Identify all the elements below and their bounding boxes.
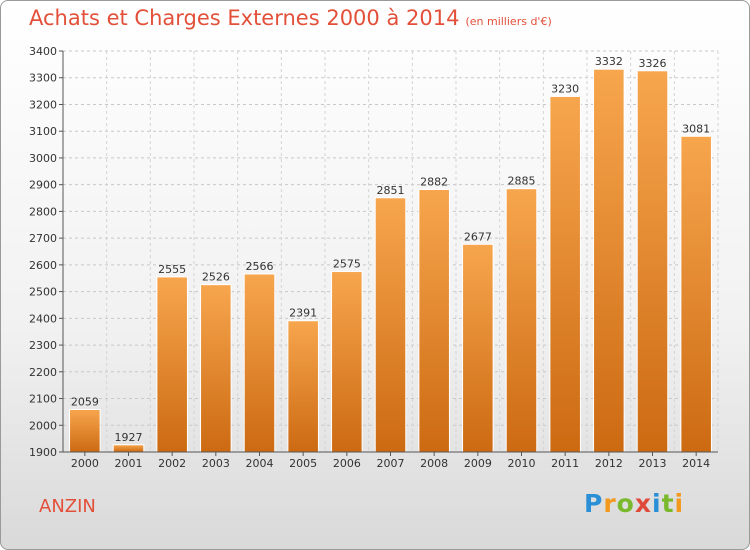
bar [287, 320, 319, 453]
bar-value-label: 2851 [377, 184, 405, 197]
bar [462, 243, 494, 453]
bars: 2059 1927 2555 2526 2566 2391 2575 2851 2882 2677… [69, 55, 712, 453]
bar-value-label: 2059 [71, 395, 99, 408]
bar-value-label: 3326 [639, 57, 667, 70]
bar [200, 284, 232, 453]
bar-value-label: 2885 [508, 175, 536, 188]
bar-value-label: 1927 [115, 431, 143, 444]
x-tick-label: 2009 [464, 457, 492, 470]
bar-value-label: 2391 [289, 307, 317, 320]
y-tick-label: 3000 [29, 152, 57, 165]
x-tick-label: 2011 [551, 457, 579, 470]
bar-value-label: 2555 [158, 263, 186, 276]
x-tick-label: 2000 [71, 457, 99, 470]
logo-letter: i [674, 489, 685, 518]
y-tick-label: 3200 [29, 98, 57, 111]
bar-value-label: 2526 [202, 271, 230, 284]
y-tick-label: 2400 [29, 312, 57, 325]
logo-letter: x [634, 489, 652, 518]
y-tick-label: 2300 [29, 339, 57, 352]
logo-letter: o [616, 489, 635, 518]
x-tick-label: 2001 [115, 457, 143, 470]
bar [418, 188, 450, 453]
city-label: ANZIN [39, 496, 96, 517]
bar-value-label: 2575 [333, 258, 361, 271]
bar-value-label: 2882 [420, 175, 448, 188]
y-tick-label: 3100 [29, 125, 57, 138]
y-tick-label: 2000 [29, 419, 57, 432]
bar [69, 408, 101, 453]
x-tick-label: 2010 [508, 457, 536, 470]
x-tick-label: 2012 [595, 457, 623, 470]
bar [374, 197, 407, 453]
axes: 1900 2000 2100 2200 2300 2400 2500 2600 2700 2800… [29, 45, 718, 470]
bar-chart: 2059 1927 2555 2526 2566 2391 2575 2851 2882 2677… [29, 45, 719, 470]
y-tick-label: 2500 [29, 286, 57, 299]
x-tick-label: 2007 [377, 457, 405, 470]
logo-letter: t [661, 489, 675, 518]
bar-value-label: 3081 [682, 122, 710, 135]
logo-letter: P [584, 489, 604, 518]
bar [549, 95, 581, 453]
y-tick-label: 3400 [29, 45, 57, 58]
bar-value-label: 2566 [246, 260, 274, 273]
y-tick-label: 2800 [29, 205, 57, 218]
bar [680, 135, 712, 453]
y-tick-label: 1900 [29, 446, 57, 459]
bar [593, 68, 625, 453]
x-tick-label: 2004 [246, 457, 274, 470]
y-tick-label: 2100 [29, 393, 57, 406]
y-tick-label: 2900 [29, 179, 57, 192]
x-tick-label: 2003 [202, 457, 230, 470]
bar [505, 188, 538, 453]
x-tick-label: 2002 [158, 457, 186, 470]
bar-value-label: 2677 [464, 230, 492, 243]
x-tick-label: 2005 [289, 457, 317, 470]
bar [636, 70, 669, 453]
y-tick-label: 2200 [29, 366, 57, 379]
logo-letter: i [652, 489, 662, 518]
chart-subtitle: (en milliers d'€) [465, 15, 552, 28]
chart-title: Achats et Charges Externes 2000 à 2014 (e… [29, 6, 552, 30]
bar-value-label: 3230 [551, 82, 579, 95]
proxiti-logo[interactable]: Proxiti [584, 489, 684, 518]
y-tick-label: 2700 [29, 232, 57, 245]
x-tick-label: 2014 [682, 457, 710, 470]
bar-value-label: 3332 [595, 55, 623, 68]
x-tick-label: 2008 [420, 457, 448, 470]
bar [331, 271, 363, 453]
x-tick-label: 2013 [639, 457, 667, 470]
logo-letter: r [603, 489, 617, 518]
bar [112, 444, 145, 453]
bar [243, 273, 276, 453]
bar [156, 276, 188, 453]
y-tick-label: 3300 [29, 72, 57, 85]
chart-title-text: Achats et Charges Externes 2000 à 2014 [29, 6, 460, 30]
x-tick-label: 2006 [333, 457, 361, 470]
y-tick-label: 2600 [29, 259, 57, 272]
